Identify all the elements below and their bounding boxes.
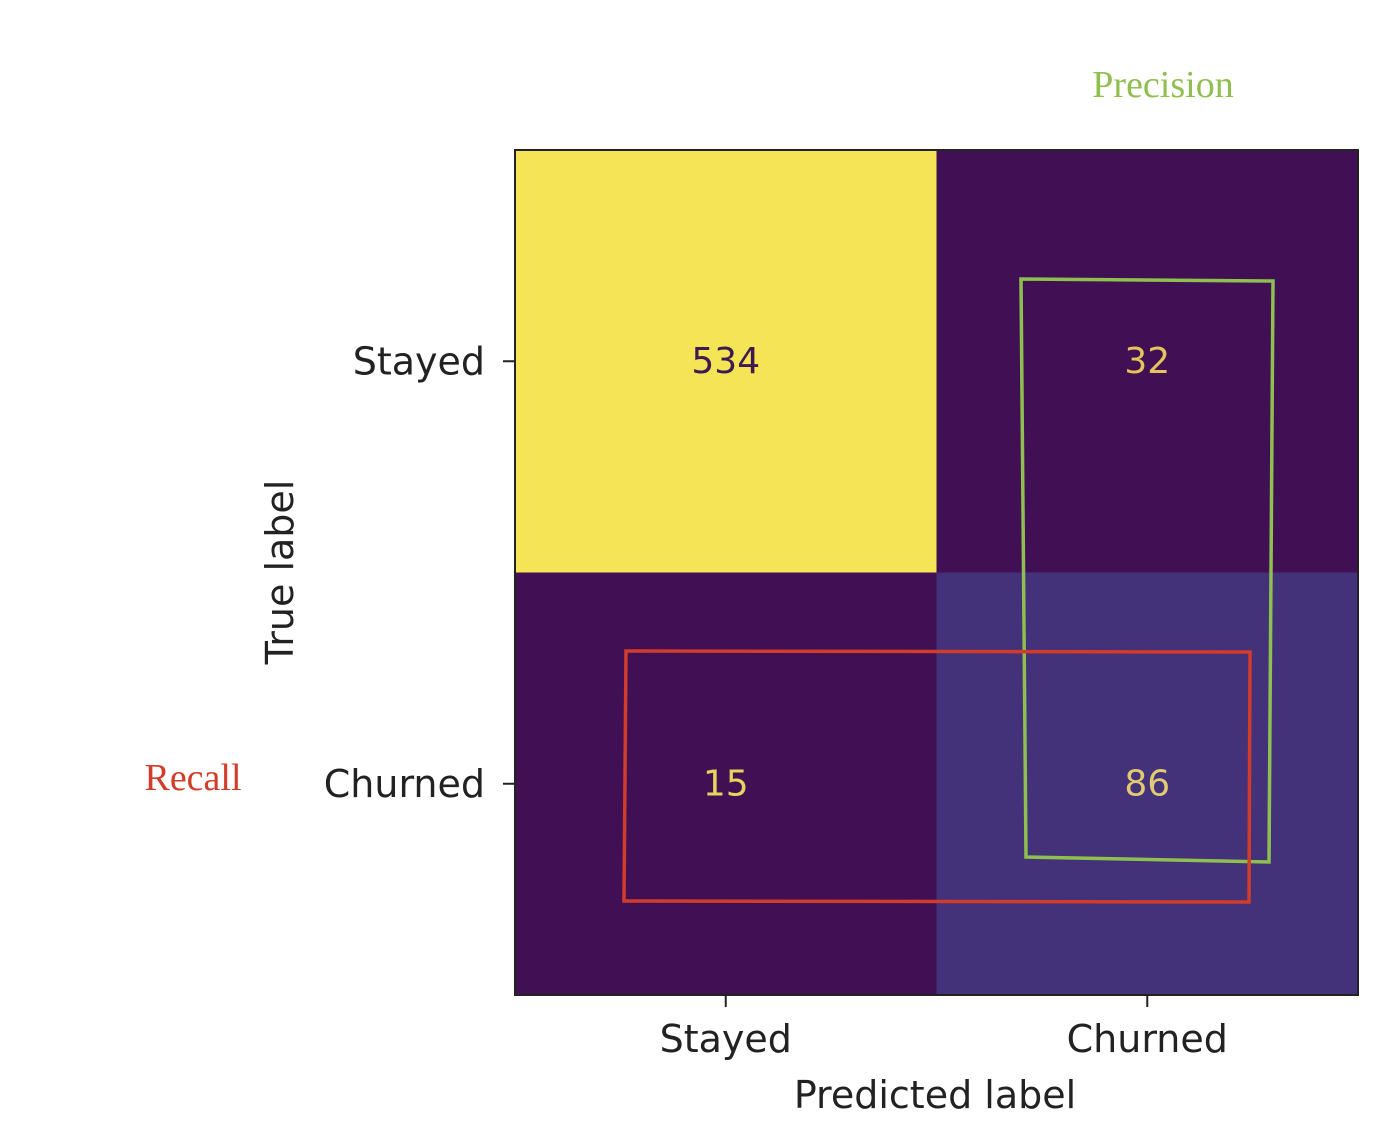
y-axis-title: True label <box>258 480 302 666</box>
y-tick-label: Stayed <box>353 339 485 383</box>
matrix-cell-0-0 <box>515 150 937 573</box>
precision-label: Precision <box>1092 64 1233 106</box>
x-tick-label: Churned <box>1067 1017 1228 1061</box>
cell-value-1-1: 86 <box>1124 763 1170 804</box>
recall-label: Recall <box>144 757 241 799</box>
plot-frame <box>514 149 1359 996</box>
cell-value-1-0: 15 <box>703 763 749 804</box>
x-axis-title: Predicted label <box>794 1073 1076 1117</box>
matrix-cell-0-1 <box>936 150 1358 573</box>
recall-outline <box>622 649 1252 904</box>
x-tick-label: Stayed <box>660 1017 792 1061</box>
y-tick-label: Churned <box>324 762 485 806</box>
cell-value-0-0: 534 <box>691 341 760 382</box>
matrix-cell-1-1 <box>936 572 1358 995</box>
cell-value-0-1: 32 <box>1124 341 1170 382</box>
matrix-cell-1-0 <box>515 572 937 995</box>
precision-outline <box>1019 277 1275 864</box>
